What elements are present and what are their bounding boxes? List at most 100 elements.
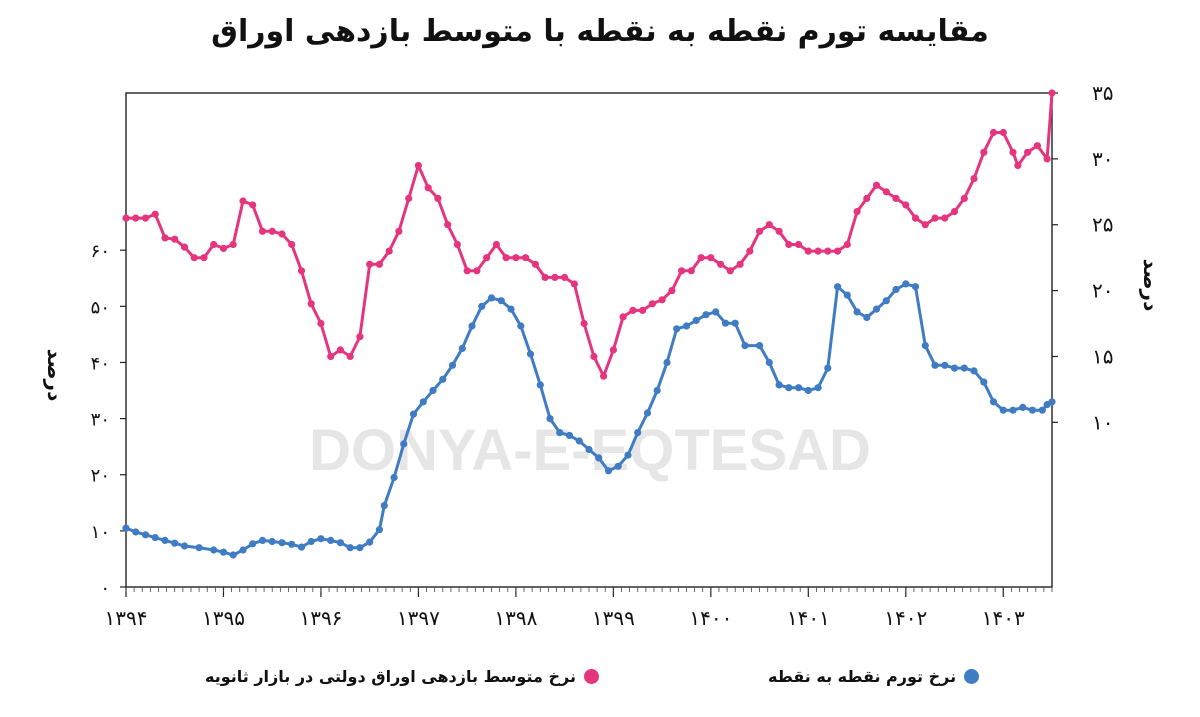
data-point-inflation (1009, 406, 1017, 414)
data-point-inflation (614, 462, 622, 470)
data-point-bond-yield (141, 214, 150, 222)
data-point-inflation (921, 342, 929, 350)
data-point-bond-yield (1048, 89, 1056, 97)
data-point-inflation (439, 375, 447, 383)
data-point-bond-yield (902, 201, 910, 209)
x-tick-label: ۱۳۹۷ (397, 606, 440, 630)
data-point-bond-yield (375, 260, 383, 268)
data-point-inflation (682, 322, 691, 330)
data-point-bond-yield (356, 333, 364, 341)
data-point-inflation (195, 544, 203, 552)
data-point-inflation (556, 429, 564, 437)
data-point-inflation (278, 539, 286, 547)
data-point-inflation (741, 342, 749, 350)
data-point-inflation (712, 308, 720, 316)
data-point-inflation (429, 386, 437, 395)
data-point-bond-yield (814, 247, 822, 255)
data-point-bond-yield (414, 161, 422, 170)
data-point-bond-yield (200, 254, 208, 262)
data-point-bond-yield (249, 201, 257, 209)
left-axis-label: درصد (43, 349, 67, 402)
data-point-inflation (834, 283, 842, 291)
data-point-inflation (478, 302, 486, 310)
data-point-bond-yield (346, 352, 354, 361)
data-point-bond-yield (268, 227, 276, 235)
data-point-bond-yield (648, 300, 657, 308)
data-point-inflation (1019, 403, 1027, 411)
data-point-inflation (400, 440, 408, 448)
x-tick-label: ۱۳۹۴ (105, 606, 148, 630)
axes (120, 92, 1058, 597)
left-tick-label: ۳۰ (91, 410, 110, 431)
data-point-bond-yield (122, 214, 130, 222)
data-point-bond-yield (911, 214, 920, 222)
data-point-bond-yield (210, 240, 218, 249)
data-point-inflation (336, 539, 344, 547)
data-point-bond-yield (765, 221, 773, 229)
data-point-bond-yield (600, 372, 608, 380)
data-point-bond-yield (161, 234, 169, 242)
data-point-inflation (643, 409, 652, 417)
series-layer (122, 89, 1056, 559)
data-point-bond-yield (171, 235, 179, 243)
data-point-inflation (804, 386, 812, 395)
data-point-inflation (785, 384, 793, 392)
data-point-bond-yield (960, 194, 968, 202)
data-point-inflation (702, 311, 710, 319)
data-point-inflation (585, 445, 593, 454)
data-point-bond-yield (473, 267, 481, 275)
data-point-bond-yield (921, 221, 929, 229)
data-point-inflation (999, 406, 1007, 414)
data-point-bond-yield (522, 254, 530, 262)
data-point-bond-yield (219, 244, 228, 252)
legend-item-inflation: نرخ تورم نقطه به نقطه (768, 667, 980, 686)
data-point-bond-yield (989, 128, 998, 137)
left-tick-label: ۶۰ (91, 241, 110, 262)
left-tick-label: ۵۰ (91, 297, 110, 318)
data-point-inflation (141, 531, 150, 539)
data-point-bond-yield (707, 254, 715, 262)
data-point-inflation (653, 386, 661, 395)
data-point-inflation (258, 536, 267, 545)
data-point-inflation (931, 361, 939, 369)
data-point-bond-yield (658, 296, 666, 304)
data-point-inflation (1028, 406, 1037, 414)
data-point-inflation (366, 538, 374, 546)
data-point-bond-yield (619, 313, 627, 321)
data-point-bond-yield (483, 254, 491, 262)
data-point-inflation (634, 429, 642, 437)
data-point-bond-yield (541, 273, 549, 281)
data-point-inflation (565, 431, 574, 439)
legend-label-bond-yield: نرخ متوسط بازدهی اوراق دولتی در بازار ثا… (205, 667, 576, 686)
right-tick-label: ۲۰ (1092, 279, 1113, 303)
right-tick-label: ۱۰ (1092, 410, 1113, 434)
data-point-inflation (902, 280, 910, 288)
data-point-bond-yield (1043, 155, 1051, 163)
data-point-inflation (458, 344, 466, 352)
data-point-inflation (960, 364, 968, 372)
data-point-bond-yield (239, 197, 247, 205)
x-tick-label: ۱۴۰۳ (982, 606, 1025, 630)
data-point-inflation (1038, 406, 1046, 414)
data-point-bond-yield (288, 240, 296, 249)
data-point-bond-yield (980, 148, 988, 156)
data-point-bond-yield (444, 221, 452, 229)
data-point-inflation (517, 322, 525, 330)
data-point-bond-yield (258, 227, 267, 235)
data-point-inflation (468, 322, 476, 330)
left-tick-label: ۲۰ (91, 466, 110, 487)
data-point-bond-yield (502, 254, 510, 262)
data-point-inflation (171, 539, 179, 547)
data-point-bond-yield (697, 254, 705, 262)
data-point-bond-yield (863, 194, 871, 202)
left-tick-label: ۰ (100, 578, 110, 599)
data-point-inflation (970, 367, 978, 375)
data-point-inflation (863, 313, 871, 322)
data-point-bond-yield (629, 306, 637, 314)
data-point-bond-yield (317, 319, 325, 328)
data-point-bond-yield (834, 247, 842, 255)
data-point-inflation (288, 540, 296, 548)
data-point-bond-yield (795, 240, 803, 249)
tick-labels: ۰ ۱۰ ۲۰ ۳۰ ۴۰ ۵۰ ۶۰ ۱۰ ۱۵ ۲۰ ۲۵ ۳۰ ۳۵ ۱۳۹۴ ۱۳۹۵ ۱۳۹۶ ۱۳۹… (43, 81, 1163, 630)
